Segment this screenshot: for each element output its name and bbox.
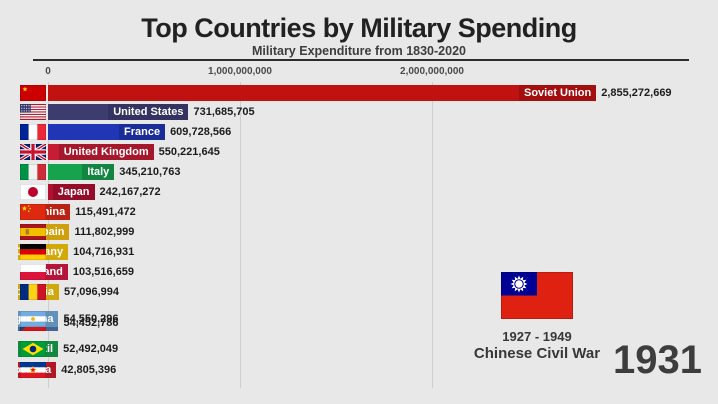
bar-country-label: Italy bbox=[82, 164, 115, 180]
bar-row-france: France 609,728,566 bbox=[18, 124, 718, 141]
bar-row-united-kingdom: United Kingdom 550,221,645 bbox=[18, 144, 718, 161]
year-indicator: 1931 bbox=[613, 338, 702, 382]
bar-row-italy: Italy 345,210,763 bbox=[18, 164, 718, 181]
bar-row-united-states: United States 731,685,705 bbox=[18, 104, 718, 121]
bar-value: 550,221,645 bbox=[158, 146, 220, 158]
bar-value: 42,805,396 bbox=[61, 364, 117, 376]
bar-country-label: Soviet Union bbox=[518, 85, 597, 101]
bar-row-germany: Germany104,716,931 bbox=[18, 244, 718, 261]
bar-value: 2,855,272,669 bbox=[601, 87, 672, 99]
france-flag bbox=[20, 124, 46, 140]
gridline-2 bbox=[431, 82, 433, 388]
spain-flag bbox=[20, 224, 46, 240]
bar-country-label: United States bbox=[108, 104, 189, 120]
bar-value: 104,716,931 bbox=[73, 246, 135, 258]
bar-value: 103,516,659 bbox=[72, 266, 135, 278]
x-axis-tick-2: 2,000,000,000 bbox=[400, 66, 464, 77]
taiwan-flag-icon bbox=[501, 272, 573, 319]
bar-row-spain: Spain 111,802,999 bbox=[18, 224, 718, 241]
bar-row-romania: Romania57,096,994 bbox=[18, 284, 718, 301]
bar-value: 52,492,049 bbox=[63, 343, 119, 355]
bar-value: 115,491,472 bbox=[75, 206, 136, 218]
yugoslavia-flag bbox=[20, 362, 46, 378]
united-states-flag bbox=[20, 104, 46, 120]
poland-flag bbox=[20, 264, 46, 280]
germany-flag bbox=[20, 244, 46, 260]
bar-row-brazil: Brazil52,492,049 bbox=[18, 341, 718, 358]
annotation-event: Chinese Civil War bbox=[473, 345, 601, 362]
brazil-flag bbox=[20, 341, 46, 357]
x-axis-tick-1: 1,000,000,000 bbox=[208, 66, 272, 77]
bar-value: 609,728,566 bbox=[170, 126, 232, 138]
argentina-flag bbox=[20, 311, 46, 327]
page-subtitle: Military Expenditure from 1830-2020 bbox=[252, 44, 466, 58]
italy-flag bbox=[20, 164, 46, 180]
bar-country-label: France bbox=[119, 124, 166, 140]
bar-value: 242,167,272 bbox=[99, 186, 161, 198]
bar-value: 54,550,296 bbox=[63, 313, 119, 325]
bar-value: 345,210,763 bbox=[119, 166, 181, 178]
bar-row-japan: Japan 242,167,272 bbox=[18, 184, 718, 201]
bar bbox=[48, 85, 597, 101]
x-axis-tick-0: 0 bbox=[45, 66, 51, 77]
bar-country-label: United Kingdom bbox=[58, 144, 154, 160]
bar-row-soviet-union: Soviet Union 2,855,272,669 bbox=[18, 85, 718, 102]
bar-row-poland: Poland103,516,659 bbox=[18, 264, 718, 281]
bar-country-label: Japan bbox=[52, 184, 95, 200]
soviet-union-flag bbox=[20, 85, 46, 101]
bar-value: 111,802,999 bbox=[74, 226, 135, 238]
japan-flag bbox=[20, 184, 46, 200]
romania-flag bbox=[20, 284, 46, 300]
bar-value: 731,685,705 bbox=[193, 106, 255, 118]
plot-area: Soviet Union 2,855,272,669 United States 73… bbox=[0, 82, 718, 394]
bar-value: 57,096,994 bbox=[63, 286, 120, 298]
united-kingdom-flag bbox=[20, 144, 46, 160]
gridline-1 bbox=[239, 82, 241, 388]
bar-row-china: China 115,491,472 bbox=[18, 204, 718, 221]
bar-row-argentina: Argentina54,550,296 bbox=[18, 311, 718, 328]
china-flag bbox=[20, 204, 46, 220]
bar-row-yugoslavia: Yugoslavia42,805,396 bbox=[18, 362, 718, 379]
bar-value: 54,452,786 bbox=[63, 317, 119, 329]
event-annotation: 1927 - 1949 Chinese Civil War bbox=[437, 272, 637, 362]
header-divider bbox=[33, 59, 689, 61]
annotation-period: 1927 - 1949 bbox=[502, 329, 572, 344]
page-title: Top Countries by Military Spending bbox=[141, 13, 577, 43]
